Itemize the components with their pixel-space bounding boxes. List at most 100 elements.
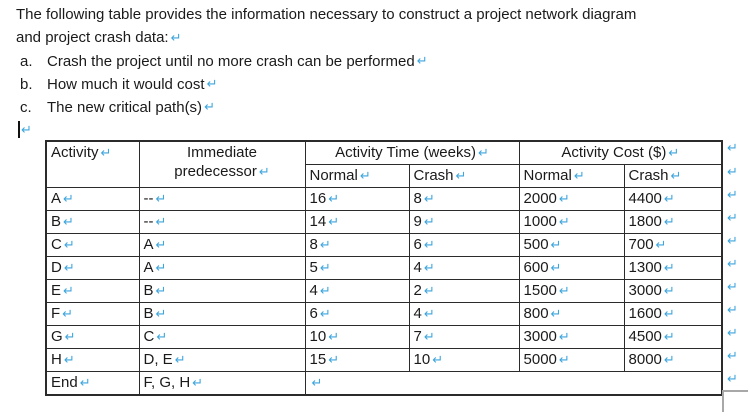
paragraph-mark-icon: ↵	[155, 238, 167, 253]
cell-predecessor[interactable]: A ↵	[138, 233, 306, 257]
end-of-row-mark-icon: ↵	[727, 141, 738, 156]
cell-crash-time[interactable]: 10 ↵	[408, 348, 520, 372]
cell-normal-time[interactable]: 10 ↵	[304, 325, 410, 349]
cell-crash-time[interactable]: 6 ↵	[408, 233, 520, 257]
cell-text: H	[51, 351, 62, 368]
list-item-a[interactable]: a. Crash the project until no more crash…	[16, 50, 732, 73]
cell-activity[interactable]: H ↵	[45, 348, 140, 372]
header-normal-time[interactable]: Normal ↵	[304, 164, 410, 188]
cell-normal-cost[interactable]: 1500 ↵	[518, 279, 625, 303]
cell-predecessor[interactable]: D, E ↵	[138, 348, 306, 372]
cell-crash-cost[interactable]: 1300 ↵	[623, 256, 723, 280]
end-of-row-mark-icon: ↵	[727, 280, 738, 295]
cell-activity[interactable]: B ↵	[45, 210, 140, 234]
paragraph-mark-icon: ↵	[558, 215, 570, 230]
row-end-marks: ↵ ↵ ↵ ↵ ↵ ↵ ↵ ↵ ↵ ↵ ↵	[727, 0, 747, 412]
cell-crash-time[interactable]: 7 ↵	[408, 325, 520, 349]
cell-merged-empty[interactable]: ↵	[304, 371, 723, 396]
list-item-text: How much it would cost	[47, 76, 205, 93]
cell-crash-cost[interactable]: 1600 ↵	[623, 302, 723, 326]
paragraph-mark-icon: ↵	[192, 376, 204, 391]
cell-crash-time[interactable]: 2 ↵	[408, 279, 520, 303]
cell-normal-time[interactable]: 4 ↵	[304, 279, 410, 303]
list-item-c[interactable]: c. The new critical path(s) ↵	[16, 96, 732, 119]
paragraph-mark-icon: ↵	[423, 307, 435, 322]
cell-normal-time[interactable]: 8 ↵	[304, 233, 410, 257]
cell-normal-cost[interactable]: 2000 ↵	[518, 187, 625, 211]
intro-line-1: The following table provides the informa…	[16, 6, 637, 23]
paragraph-mark-icon: ↵	[359, 169, 371, 184]
cell-activity[interactable]: D ↵	[45, 256, 140, 280]
cell-normal-cost[interactable]: 3000 ↵	[518, 325, 625, 349]
table-row: A ↵ -- ↵ 16 ↵ 8 ↵ 2000 ↵ 4400 ↵	[45, 187, 723, 211]
header-label: predecessor	[174, 163, 257, 180]
cell-text: 15	[309, 351, 327, 368]
header-immediate-predecessor[interactable]: Immediate predecessor ↵	[138, 140, 306, 188]
cell-crash-cost[interactable]: 1800 ↵	[623, 210, 723, 234]
list-marker: a.	[20, 53, 33, 70]
cell-normal-cost[interactable]: 600 ↵	[518, 256, 625, 280]
cell-text: F, G, H	[143, 374, 191, 391]
cell-predecessor[interactable]: B ↵	[138, 279, 306, 303]
cell-crash-time[interactable]: 9 ↵	[408, 210, 520, 234]
cell-predecessor[interactable]: -- ↵	[138, 210, 306, 234]
cell-text: End	[51, 374, 78, 391]
cell-crash-cost[interactable]: 700 ↵	[623, 233, 723, 257]
cell-predecessor[interactable]: C ↵	[138, 325, 306, 349]
paragraph-mark-icon: ↵	[63, 261, 75, 276]
cell-text: 3000	[523, 328, 557, 345]
cell-activity[interactable]: G ↵	[45, 325, 140, 349]
paragraph-mark-icon: ↵	[558, 192, 570, 207]
table-header-row-1: Activity ↵ Immediate predecessor ↵ Activit…	[45, 140, 723, 188]
table-row: B ↵ -- ↵ 14 ↵ 9 ↵ 1000 ↵ 1800 ↵	[45, 210, 723, 234]
header-label: Crash	[413, 167, 454, 184]
empty-paragraph[interactable]: ↵	[16, 119, 732, 142]
cell-crash-time[interactable]: 4 ↵	[408, 256, 520, 280]
header-crash-cost[interactable]: Crash ↵	[623, 164, 723, 188]
paragraph-mark-icon: ↵	[655, 238, 667, 253]
cell-crash-cost[interactable]: 4400 ↵	[623, 187, 723, 211]
cell-crash-cost[interactable]: 8000 ↵	[623, 348, 723, 372]
paragraph-mark-icon: ↵	[21, 123, 32, 138]
cell-text: 1000	[523, 213, 557, 230]
cell-predecessor[interactable]: F, G, H ↵	[138, 371, 306, 396]
header-crash-time[interactable]: Crash ↵	[408, 164, 520, 188]
paragraph-mark-icon: ↵	[663, 261, 675, 276]
paragraph-mark-icon: ↵	[319, 238, 331, 253]
cell-normal-time[interactable]: 5 ↵	[304, 256, 410, 280]
paragraph-mark-icon: ↵	[328, 192, 340, 207]
cell-normal-cost[interactable]: 1000 ↵	[518, 210, 625, 234]
cell-crash-cost[interactable]: 3000 ↵	[623, 279, 723, 303]
cell-predecessor[interactable]: A ↵	[138, 256, 306, 280]
header-activity-cost[interactable]: Activity Cost ($) ↵	[518, 140, 723, 165]
header-normal-cost[interactable]: Normal ↵	[518, 164, 625, 188]
cell-text: A	[143, 259, 154, 276]
cell-crash-time[interactable]: 8 ↵	[408, 187, 520, 211]
intro-paragraph[interactable]: The following table provides the informa…	[16, 3, 732, 50]
cell-normal-time[interactable]: 15 ↵	[304, 348, 410, 372]
cell-activity[interactable]: F ↵	[45, 302, 140, 326]
header-label: Activity Time (weeks)	[335, 144, 476, 161]
cell-normal-time[interactable]: 14 ↵	[304, 210, 410, 234]
cell-predecessor[interactable]: -- ↵	[138, 187, 306, 211]
list-marker: c.	[20, 99, 32, 116]
cell-predecessor[interactable]: B ↵	[138, 302, 306, 326]
cell-activity[interactable]: A ↵	[45, 187, 140, 211]
cell-normal-cost[interactable]: 500 ↵	[518, 233, 625, 257]
cell-crash-cost[interactable]: 4500 ↵	[623, 325, 723, 349]
cell-text: 8	[413, 190, 422, 207]
list-item-b[interactable]: b. How much it would cost ↵	[16, 73, 732, 96]
cell-normal-time[interactable]: 6 ↵	[304, 302, 410, 326]
cell-crash-time[interactable]: 4 ↵	[408, 302, 520, 326]
cell-normal-cost[interactable]: 5000 ↵	[518, 348, 625, 372]
cell-activity[interactable]: C ↵	[45, 233, 140, 257]
paragraph-mark-icon: ↵	[79, 376, 91, 391]
header-activity[interactable]: Activity ↵	[45, 140, 140, 188]
cell-normal-time[interactable]: 16 ↵	[304, 187, 410, 211]
cell-normal-cost[interactable]: 800 ↵	[518, 302, 625, 326]
cell-text: 4500	[628, 328, 662, 345]
cell-activity[interactable]: E ↵	[45, 279, 140, 303]
cell-activity[interactable]: End ↵	[45, 371, 140, 396]
header-activity-time[interactable]: Activity Time (weeks) ↵	[304, 140, 520, 165]
paragraph-mark-icon: ↵	[423, 192, 435, 207]
